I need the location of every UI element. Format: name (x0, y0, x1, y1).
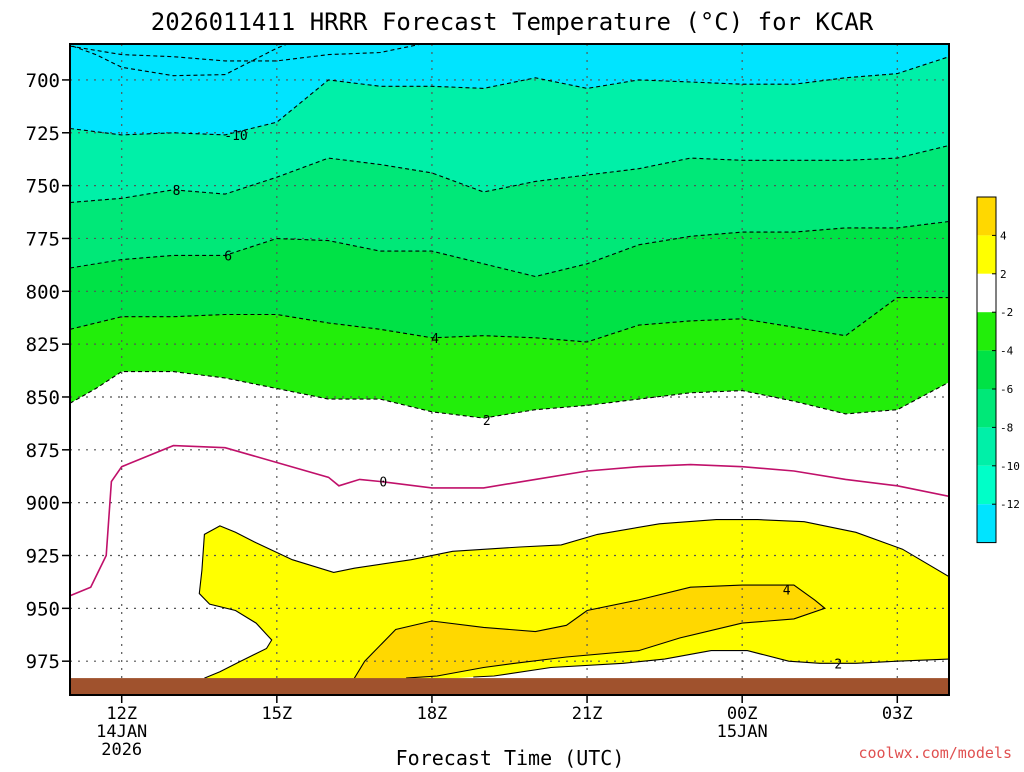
colorbar-label-7: -12 (1000, 498, 1020, 511)
y-tick-label-775: 775 (26, 228, 60, 250)
colorbar-segment-5 (977, 389, 996, 428)
contour-line--4-5 (70, 297, 949, 343)
x-tick-label-24-1: 15JAN (717, 722, 768, 742)
x-tick-label-12-2: 2026 (101, 740, 142, 760)
contour-labels: -10 8 6 4 2 0 2 4 (173, 129, 843, 672)
contour-line--12-0 (72, 44, 288, 77)
x-tick-label-12-0: 12Z (106, 704, 137, 724)
y-tick-label-750: 750 (26, 176, 60, 198)
contour-line--6-4 (70, 220, 949, 278)
contour-label--2-6: 2 (483, 414, 491, 429)
colorbar-segment-4 (977, 350, 996, 389)
colorbar-segment-8 (977, 504, 996, 543)
colorbar-label-1: 2 (1000, 268, 1007, 281)
y-tick-label-800: 800 (26, 281, 60, 303)
x-tick-label-18-0: 18Z (417, 704, 448, 724)
y-tick-label-975: 975 (26, 651, 60, 673)
contour-label-4-10: 4 (783, 583, 791, 598)
chart-title: 2026011411 HRRR Forecast Temperature (°C… (151, 8, 874, 36)
x-tick-label-24-0: 00Z (727, 704, 758, 724)
contour-line-0-7 (70, 444, 949, 597)
contour-label--4-5: 4 (431, 332, 439, 347)
contour-line-2-9 (473, 650, 949, 678)
y-tick-label-950: 950 (26, 598, 60, 620)
y-tick-label-900: 900 (26, 493, 60, 515)
band-fill-4 (354, 585, 825, 679)
contour-line--2-6 (70, 371, 949, 419)
colorbar: 4 2 -2 -4 -6 -8 -10 -12 (976, 196, 1020, 544)
contour-line-4-10 (353, 584, 827, 679)
contour-label--8-3: 8 (173, 184, 181, 199)
contour-line--10-2 (70, 56, 949, 136)
colorbar-label-2: -2 (1000, 306, 1013, 319)
y-tick-label-725: 725 (26, 123, 60, 145)
y-tick-label-875: 875 (26, 440, 60, 462)
x-tick-label-21-0: 21Z (572, 704, 603, 724)
y-tick-label-700: 700 (26, 70, 60, 92)
x-tick-label-15-0: 15Z (261, 704, 292, 724)
ground-strip (70, 678, 949, 695)
colorbar-segment-3 (977, 312, 996, 351)
x-tick-label-27-0: 03Z (882, 704, 913, 724)
plot-area (70, 44, 949, 695)
contour-label--6-4: 6 (224, 249, 232, 264)
colorbar-label-4: -6 (1000, 383, 1013, 396)
colorbar-label-5: -8 (1000, 421, 1013, 434)
band-fills (70, 56, 949, 695)
colorbar-segment-2 (977, 273, 996, 313)
contour-label-2-8: 2 (834, 657, 842, 672)
colorbar-label-6: -10 (1000, 460, 1020, 473)
x-tick-label-12-1: 14JAN (96, 722, 147, 742)
contour-line-2-8 (198, 519, 949, 679)
plot-frame (69, 43, 950, 696)
x-axis-label: Forecast Time (UTC) (396, 746, 625, 768)
contour-line--10-1 (70, 44, 425, 62)
y-tick-label-825: 825 (26, 334, 60, 356)
colorbar-segment-1 (977, 235, 996, 274)
colorbar-segment-6 (977, 427, 996, 466)
colorbar-label-3: -4 (1000, 345, 1014, 358)
colorbar-segment-7 (977, 465, 996, 505)
contour-line--8-3 (70, 144, 949, 204)
contour-label-0-7: 0 (379, 476, 387, 491)
contour-lines (70, 44, 949, 679)
y-axis: 700 725 750 775 800 825 850 875 900 925 950 975 (26, 70, 70, 673)
colorbar-label-0: 4 (1000, 229, 1007, 242)
y-tick-label-850: 850 (26, 387, 60, 409)
contour-label--10-2: -10 (224, 129, 247, 144)
y-tick-label-925: 925 (26, 546, 60, 568)
watermark: coolwx.com/models (858, 744, 1012, 762)
colorbar-frame (976, 196, 997, 544)
colorbar-segment-0 (977, 197, 996, 236)
